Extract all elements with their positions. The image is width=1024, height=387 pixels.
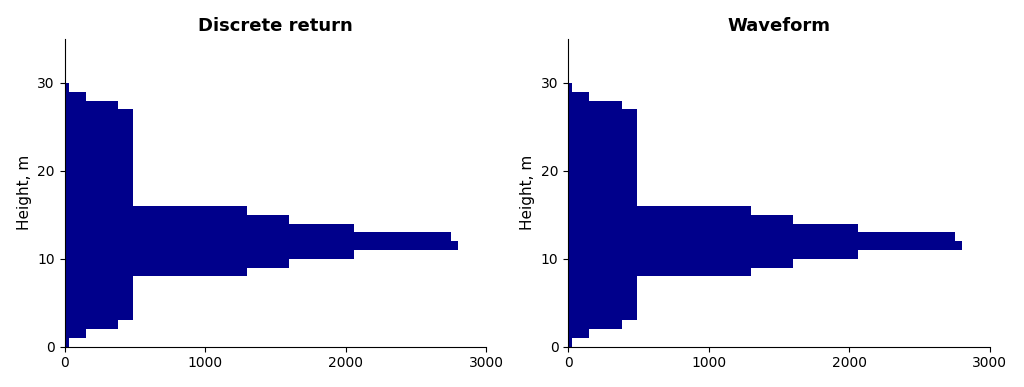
Bar	[568, 241, 962, 250]
Bar	[65, 232, 451, 241]
Bar	[65, 224, 354, 232]
Bar	[568, 259, 793, 267]
Bar	[568, 180, 637, 188]
Y-axis label: Height, m: Height, m	[520, 155, 536, 230]
Bar	[65, 285, 133, 294]
Bar	[568, 329, 590, 338]
Bar	[568, 136, 637, 144]
Bar	[568, 276, 637, 285]
Title: Waveform: Waveform	[727, 17, 830, 35]
Bar	[65, 312, 133, 320]
Bar	[65, 109, 133, 118]
Bar	[568, 320, 622, 329]
Bar	[568, 188, 637, 197]
Bar	[568, 153, 637, 162]
Bar	[65, 180, 133, 188]
Bar	[568, 197, 637, 206]
Bar	[65, 329, 86, 338]
Bar	[65, 92, 86, 101]
Bar	[568, 144, 637, 153]
Bar	[568, 232, 954, 241]
Bar	[568, 101, 622, 109]
Bar	[65, 303, 133, 312]
Bar	[65, 101, 118, 109]
Bar	[65, 267, 247, 276]
Bar	[65, 153, 133, 162]
Bar	[65, 338, 69, 347]
Bar	[65, 259, 290, 267]
Bar	[568, 109, 637, 118]
Bar	[65, 136, 133, 144]
Bar	[65, 127, 133, 136]
Bar	[568, 338, 572, 347]
Bar	[568, 127, 637, 136]
Bar	[568, 224, 858, 232]
Bar	[65, 320, 118, 329]
Bar	[65, 162, 133, 171]
Bar	[568, 267, 751, 276]
Title: Discrete return: Discrete return	[198, 17, 352, 35]
Bar	[568, 171, 637, 180]
Bar	[65, 206, 247, 215]
Bar	[65, 83, 69, 92]
Bar	[65, 118, 133, 127]
Bar	[65, 215, 290, 224]
Bar	[65, 188, 133, 197]
Bar	[65, 276, 133, 285]
Bar	[568, 83, 572, 92]
Bar	[65, 144, 133, 153]
Bar	[568, 118, 637, 127]
Bar	[568, 162, 637, 171]
Y-axis label: Height, m: Height, m	[16, 155, 32, 230]
Bar	[568, 294, 637, 303]
Bar	[65, 241, 458, 250]
Bar	[568, 303, 637, 312]
Bar	[568, 285, 637, 294]
Bar	[568, 92, 590, 101]
Bar	[568, 206, 751, 215]
Bar	[65, 197, 133, 206]
Bar	[568, 250, 858, 259]
Bar	[65, 294, 133, 303]
Bar	[568, 215, 793, 224]
Bar	[65, 250, 354, 259]
Bar	[65, 171, 133, 180]
Bar	[568, 312, 637, 320]
